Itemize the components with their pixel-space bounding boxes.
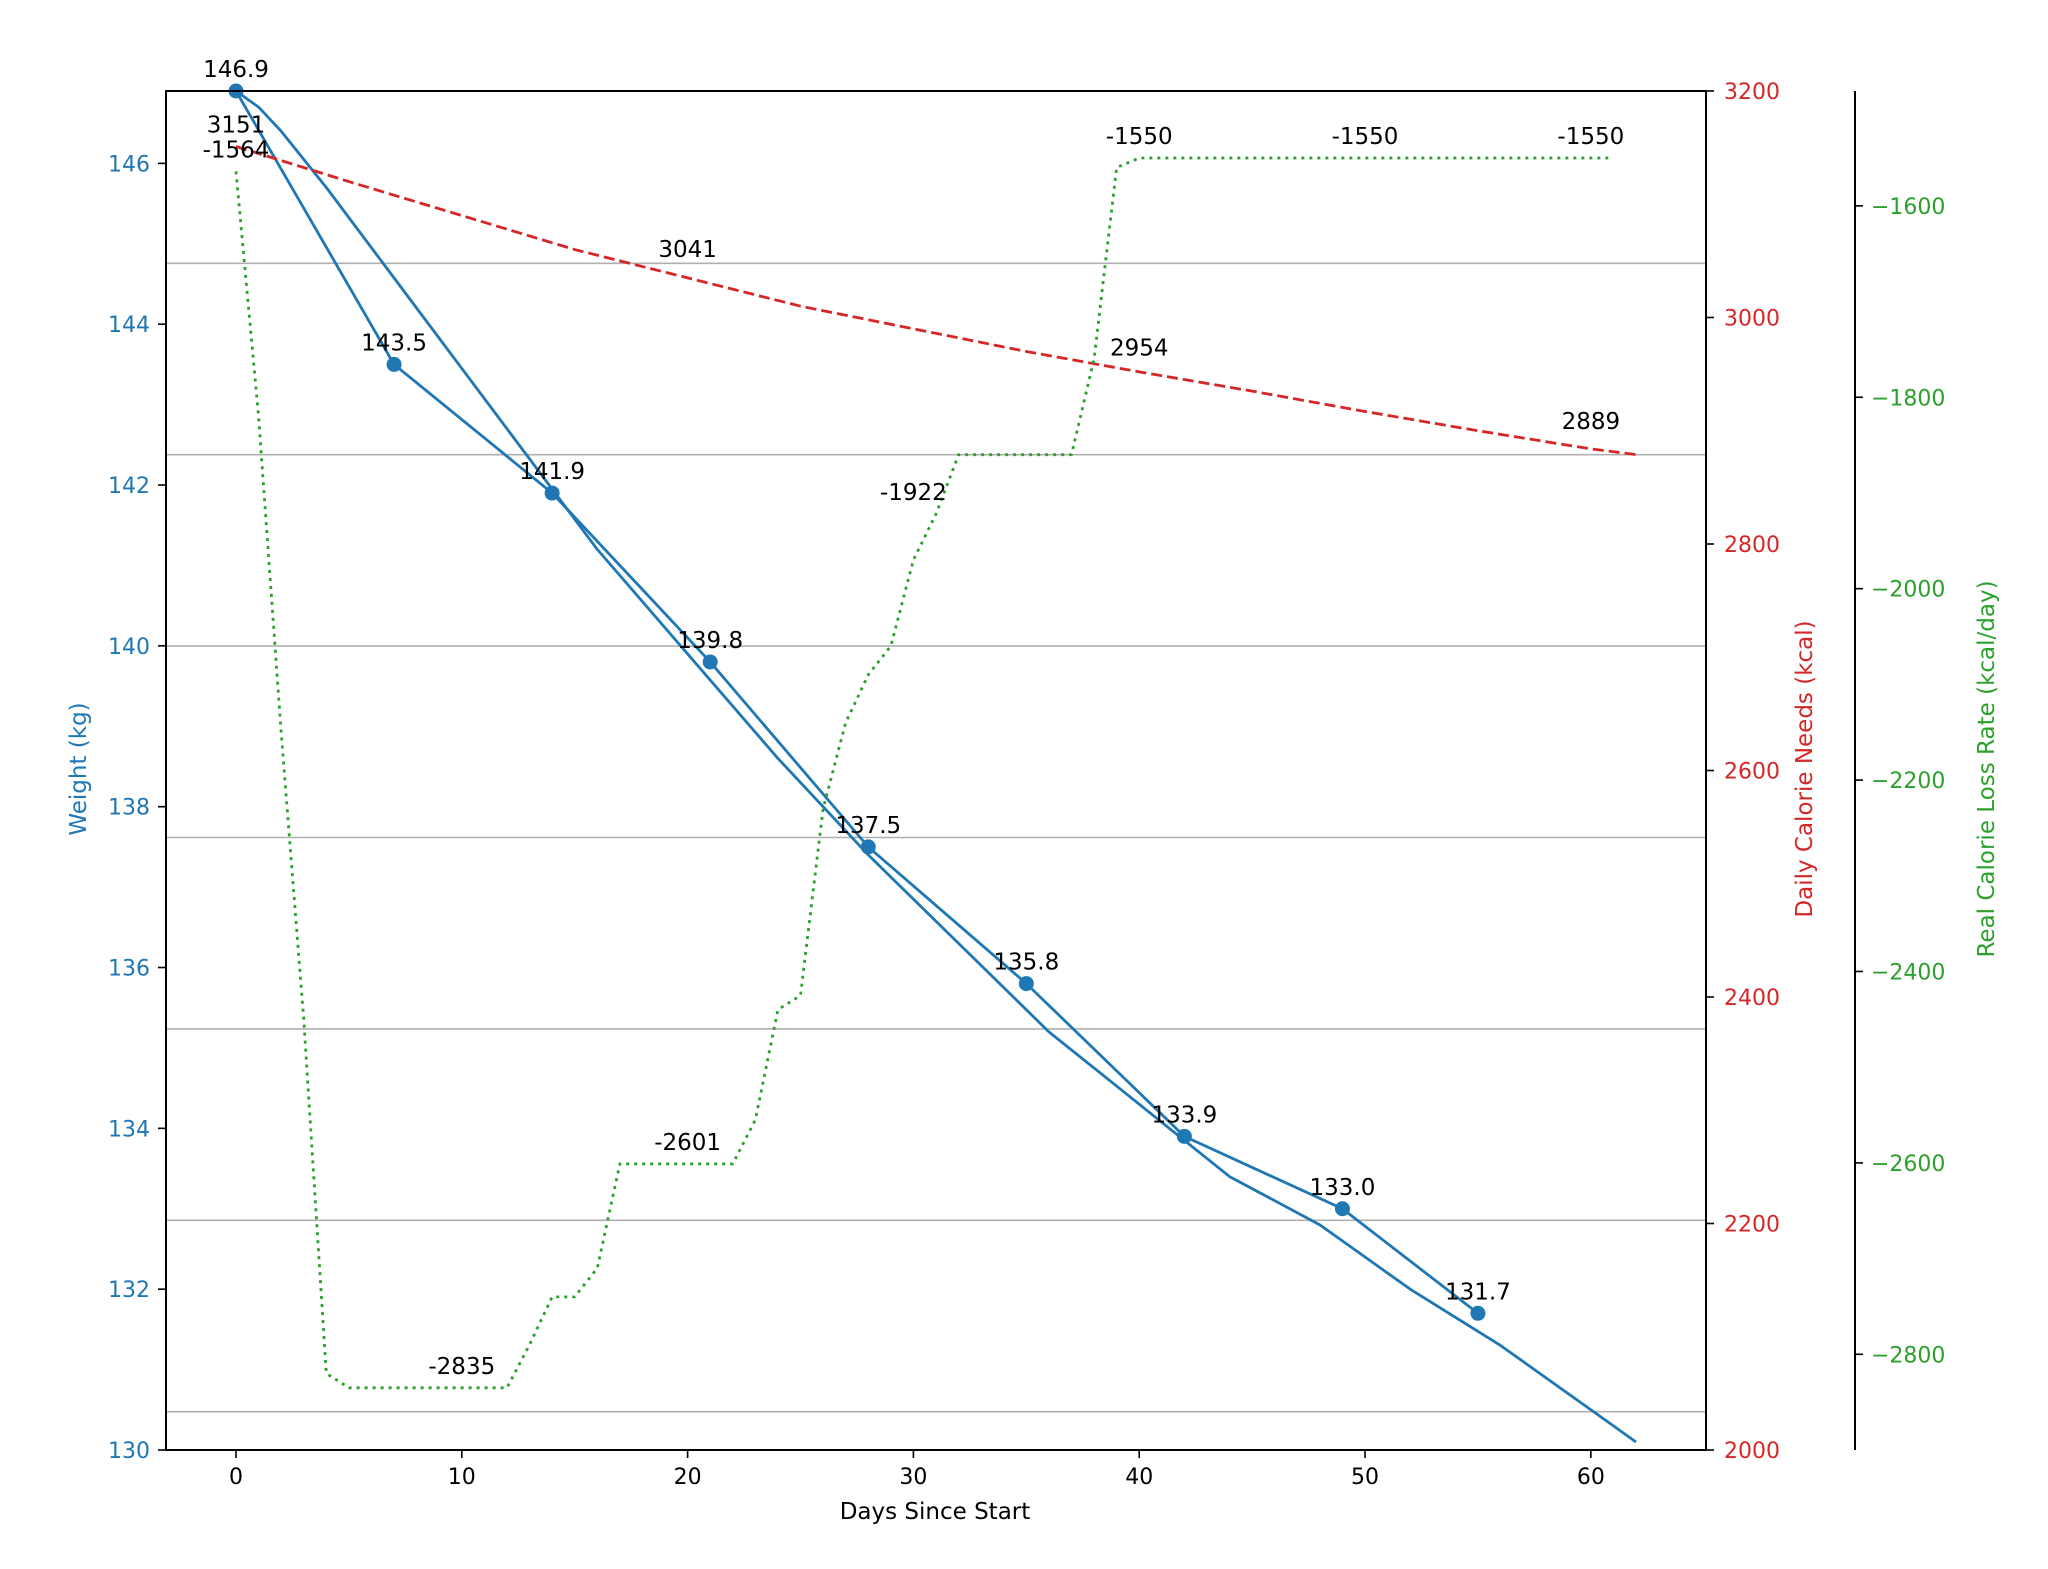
calories-series-line xyxy=(235,145,1637,456)
weight-marker xyxy=(386,356,402,372)
weight-axis-title: Weight (kg) xyxy=(66,702,92,835)
weight-tick-label: 138 xyxy=(108,796,150,821)
loss-rate-tick-label: −2400 xyxy=(1871,960,1945,985)
weight-data-label: 141.9 xyxy=(519,459,585,485)
weight-data-label: 143.5 xyxy=(361,330,427,356)
calorie-tick-label: 2200 xyxy=(1724,1213,1780,1238)
loss_rate-data-label: -2835 xyxy=(428,1354,495,1380)
x-tick-label: 20 xyxy=(674,1465,702,1490)
weight-tick-label: 132 xyxy=(108,1278,150,1303)
calorie-tick-label: 2400 xyxy=(1724,986,1780,1011)
weight-marker xyxy=(702,654,718,670)
loss_rate-data-label: -1550 xyxy=(1332,124,1399,150)
weight-series-line xyxy=(235,89,1637,1444)
loss_rate-data-label: -1564 xyxy=(203,137,270,163)
weight-data-label: 135.8 xyxy=(993,950,1059,976)
x-axis-title: Days Since Start xyxy=(840,1499,1031,1525)
weight-tick-label: 142 xyxy=(108,474,150,499)
weight-data-label: 133.0 xyxy=(1310,1175,1376,1201)
x-tick-label: 0 xyxy=(229,1465,243,1490)
x-tick-label: 30 xyxy=(899,1465,927,1490)
loss_rate-data-label: -2601 xyxy=(654,1130,721,1156)
loss-rate-axis-title: Real Calorie Loss Rate (kcal/day) xyxy=(1974,580,2000,957)
weight-tick-label: 134 xyxy=(108,1117,150,1142)
loss-rate-tick-label: −2000 xyxy=(1871,578,1945,603)
calories-data-label: 2889 xyxy=(1562,409,1621,435)
weight-marker xyxy=(1470,1305,1486,1321)
weight-data-label: 131.7 xyxy=(1445,1279,1511,1305)
x-tick-label: 10 xyxy=(448,1465,476,1490)
weight-data-label: 146.9 xyxy=(203,57,269,83)
x-tick-label: 50 xyxy=(1351,1465,1379,1490)
loss-rate-tick-label: −1600 xyxy=(1871,195,1945,220)
weight-data-label: 137.5 xyxy=(835,813,901,839)
calorie-tick-label: 2600 xyxy=(1724,760,1780,785)
loss-rate-tick-label: −2200 xyxy=(1871,769,1945,794)
weight-marker xyxy=(1334,1201,1350,1217)
weight-marker xyxy=(1018,976,1034,992)
calories-data-label: 2954 xyxy=(1110,336,1169,362)
weight-marker xyxy=(1176,1128,1192,1144)
weight-data-label: 133.9 xyxy=(1151,1102,1217,1128)
loss_rate-data-label: -1550 xyxy=(1557,124,1624,150)
loss_rate-data-label: -1922 xyxy=(880,480,947,506)
loss_rate-data-label: -1550 xyxy=(1106,124,1173,150)
weight-tick-label: 140 xyxy=(108,635,150,660)
loss-rate-tick-label: −2800 xyxy=(1871,1343,1945,1368)
weight-tick-label: 146 xyxy=(108,152,150,177)
x-tick-label: 60 xyxy=(1577,1465,1605,1490)
weight-tick-label: 130 xyxy=(108,1439,150,1464)
calorie-tick-label: 3000 xyxy=(1724,307,1780,332)
calories-data-label: 3041 xyxy=(658,237,717,263)
weight-tick-label: 136 xyxy=(108,957,150,982)
calorie-tick-label: 2800 xyxy=(1724,533,1780,558)
loss_rate-series-line xyxy=(234,156,1614,1390)
calories-data-label: 3151 xyxy=(207,112,266,138)
calorie-axis-title: Daily Calorie Needs (kcal) xyxy=(1792,620,1818,917)
weight-tick-label: 144 xyxy=(108,313,150,338)
loss-rate-tick-label: −1800 xyxy=(1871,386,1945,411)
loss-rate-tick-label: −2600 xyxy=(1871,1152,1945,1177)
axes: 0 10 20 30 40 50 60 130 132 134 136 138 140 142 144 146… xyxy=(108,80,1945,1490)
weight-marker xyxy=(860,839,876,855)
calorie-tick-label: 2000 xyxy=(1724,1439,1780,1464)
plot-frame xyxy=(165,90,1707,1451)
weight-marker xyxy=(544,485,560,501)
weight-series-line xyxy=(234,90,1479,1315)
grid-lines xyxy=(166,262,1706,1413)
series-layer xyxy=(228,83,1637,1444)
x-tick-label: 40 xyxy=(1125,1465,1153,1490)
data-labels: 146.9 143.5 141.9 139.8 137.5 135.8 133.9 133.0… xyxy=(203,57,1625,1380)
calorie-tick-label: 3200 xyxy=(1724,80,1780,105)
weight-data-label: 139.8 xyxy=(677,628,743,654)
